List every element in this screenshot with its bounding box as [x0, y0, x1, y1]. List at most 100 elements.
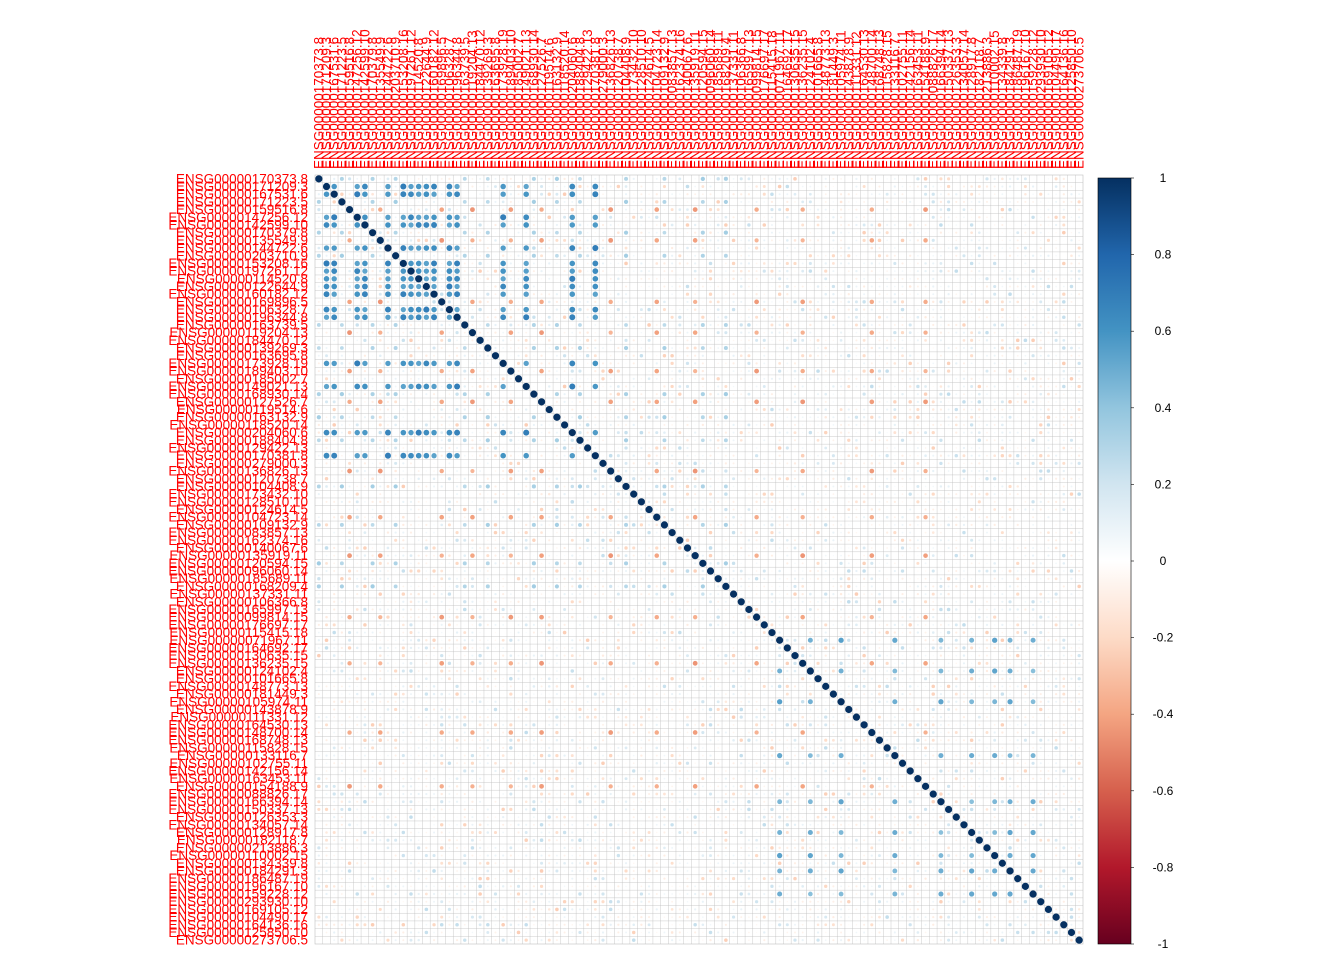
correlation-cell [985, 300, 989, 304]
correlation-cell [1024, 539, 1027, 542]
correlation-cell [932, 262, 935, 265]
correlation-cell [394, 570, 397, 572]
correlation-cell [356, 532, 358, 533]
correlation-cell [755, 285, 758, 288]
correlation-cell [962, 347, 965, 350]
correlation-cell [678, 377, 681, 380]
correlation-cell [494, 339, 497, 342]
correlation-cell [725, 247, 727, 249]
correlation-cell [763, 201, 766, 203]
correlation-cell [632, 254, 635, 257]
correlation-cell [985, 177, 989, 181]
correlation-cell [663, 532, 665, 534]
correlation-cell [594, 339, 597, 342]
correlation-cell [1070, 370, 1073, 373]
correlation-cell [440, 569, 444, 573]
correlation-cell [548, 477, 551, 480]
correlation-cell [325, 347, 328, 350]
correlation-cell [571, 331, 574, 334]
correlation-cell [717, 324, 720, 326]
correlation-cell [678, 285, 681, 288]
correlation-cell [494, 393, 497, 395]
correlation-cell [433, 178, 435, 180]
correlation-cell [901, 178, 904, 180]
correlation-cell [879, 478, 880, 480]
correlation-cell [817, 447, 819, 449]
correlation-cell [331, 260, 338, 267]
correlation-cell [423, 429, 430, 436]
correlation-cell [1062, 446, 1066, 450]
correlation-cell [732, 515, 735, 519]
correlation-cell [623, 199, 629, 205]
correlation-cell [364, 508, 366, 511]
correlation-cell [917, 231, 919, 234]
correlation-cell [500, 245, 506, 251]
correlation-cell [462, 507, 467, 512]
correlation-cell [625, 277, 628, 280]
correlation-cell [563, 232, 566, 234]
correlation-cell [602, 562, 604, 565]
correlation-cell [1054, 338, 1058, 342]
correlation-cell [878, 400, 881, 403]
correlation-cell [847, 554, 850, 557]
correlation-cell [778, 470, 781, 472]
correlation-cell [571, 562, 574, 565]
correlation-cell [386, 238, 390, 242]
correlation-cell [755, 547, 758, 549]
correlation-cell [548, 424, 551, 426]
correlation-cell [1062, 369, 1066, 373]
correlation-cell [371, 277, 374, 280]
correlation-cell [816, 516, 820, 519]
correlation-cell [817, 185, 819, 188]
correlation-cell [900, 307, 905, 312]
correlation-cell [885, 515, 889, 519]
correlation-cell [831, 369, 835, 373]
correlation-cell [648, 201, 650, 203]
correlation-cell [855, 339, 858, 342]
correlation-cell [617, 447, 620, 449]
correlation-cell [931, 446, 935, 450]
correlation-cell [509, 308, 512, 311]
correlation-cell [939, 339, 942, 342]
correlation-cell [847, 246, 851, 250]
correlation-cell [509, 277, 512, 280]
correlation-cell [554, 392, 559, 397]
correlation-cell [554, 561, 559, 566]
correlation-cell [755, 385, 758, 388]
correlation-cell [592, 314, 599, 320]
correlation-cell [385, 360, 391, 367]
correlation-cell [325, 561, 328, 565]
correlation-cell [532, 270, 535, 273]
correlation-cell [394, 461, 398, 465]
correlation-cell [670, 353, 674, 358]
correlation-cell [932, 501, 934, 503]
correlation-cell [554, 522, 560, 527]
correlation-cell [924, 462, 927, 465]
correlation-cell [847, 447, 850, 449]
correlation-cell [632, 316, 635, 319]
correlation-cell [970, 538, 974, 542]
correlation-cell [663, 293, 666, 295]
correlation-cell [893, 477, 896, 480]
correlation-cell [640, 277, 643, 280]
correlation-cell [1024, 192, 1027, 196]
correlation-cell [931, 531, 935, 534]
correlation-cell [1039, 277, 1042, 280]
correlation-cell [1039, 469, 1043, 473]
correlation-cell [395, 509, 397, 511]
correlation-cell [523, 222, 530, 228]
correlation-cell [548, 231, 551, 234]
correlation-cell [408, 275, 414, 282]
correlation-cell [410, 201, 412, 203]
correlation-cell [440, 378, 443, 380]
correlation-cell [793, 546, 797, 550]
correlation-cell [585, 538, 590, 543]
correlation-cell [932, 462, 934, 464]
correlation-cell [1055, 508, 1058, 511]
correlation-cell [579, 339, 581, 342]
correlation-cell [793, 362, 797, 365]
correlation-cell [1046, 423, 1051, 427]
correlation-cell [385, 283, 391, 290]
correlation-cell [370, 323, 375, 327]
correlation-cell [756, 393, 758, 395]
